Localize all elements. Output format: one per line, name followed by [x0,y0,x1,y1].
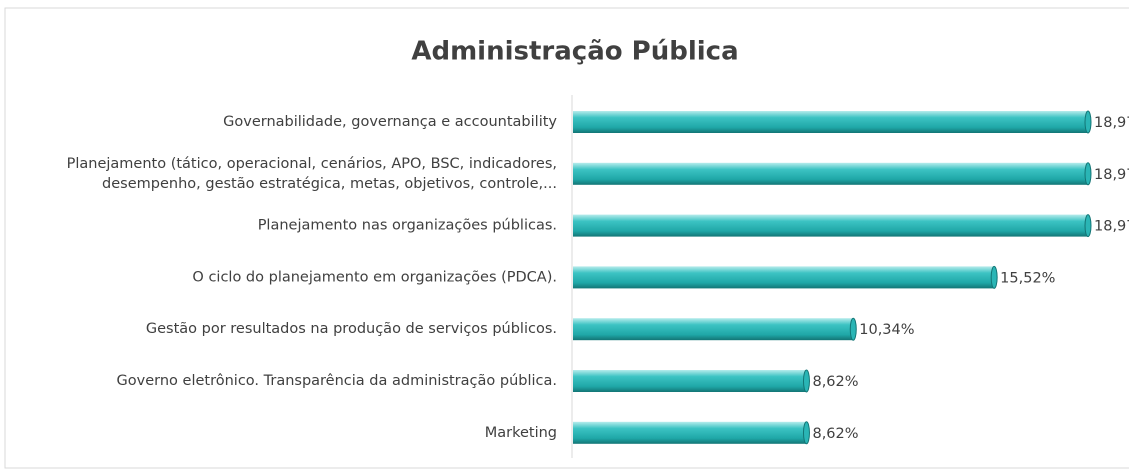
bar-end-cap [1084,214,1092,238]
bar-end-cap [1084,110,1092,134]
value-label: 18,97% [1094,115,1129,131]
category-label: O ciclo do planejamento em organizações … [192,269,557,285]
chart-frame [4,7,1129,469]
category-label: Marketing [485,425,557,441]
value-label: 10,34% [859,322,914,338]
bar [573,111,1088,133]
bar-end-cap [849,317,857,341]
category-label: Governabilidade, governança e accountabi… [223,114,557,130]
bar-end-cap [990,265,998,289]
bar [573,421,807,444]
value-label: 8,62% [812,374,858,390]
category-label: Governo eletrônico. Transparência da adm… [117,373,557,389]
bar [573,266,995,289]
value-label: 15,52% [1000,270,1055,286]
bar [573,162,1088,185]
bar-end-cap [802,421,810,445]
value-label: 8,62% [812,426,858,442]
bar [573,370,807,392]
category-label: Planejamento (tático, operacional, cenár… [67,156,557,192]
bar-end-cap [802,369,810,393]
value-label: 18,97% [1094,219,1129,235]
value-label: 18,97% [1094,167,1129,183]
bar-end-cap [1084,162,1092,186]
category-label: Gestão por resultados na produção de ser… [146,321,557,337]
chart-title: Administração Pública [411,37,738,67]
bar [573,214,1088,237]
bar [573,318,854,341]
category-label: Planejamento nas organizações públicas. [258,218,557,234]
